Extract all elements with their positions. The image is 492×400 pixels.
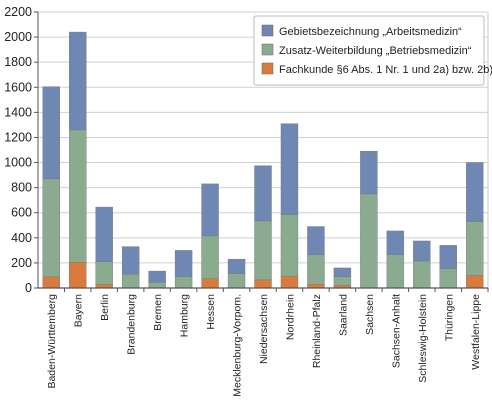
bar-segment	[386, 254, 405, 289]
bar-segment	[307, 226, 325, 255]
bar-segment	[254, 220, 272, 281]
legend-box	[253, 15, 485, 86]
bar-segment	[42, 276, 60, 289]
bar-segment	[466, 162, 484, 222]
bar-segment	[42, 86, 60, 180]
x-tick-label: Westfalen-Lippe	[470, 294, 482, 370]
y-tick-label: 1600	[4, 80, 32, 94]
bar-segment	[280, 214, 299, 277]
x-tick-label: Saarland	[337, 294, 349, 336]
y-tick-label: 1200	[4, 130, 32, 144]
y-tick-label: 2000	[4, 30, 32, 44]
bar-segment	[333, 267, 352, 277]
y-tick-label: 0	[25, 281, 32, 295]
bar-segment	[413, 240, 431, 262]
x-tick-label: Hamburg	[179, 294, 191, 337]
bar-segment	[333, 276, 352, 286]
bar-segment	[95, 206, 113, 262]
y-tick-label: 1000	[4, 156, 32, 170]
bar-segment	[307, 254, 325, 285]
bar-segment	[95, 261, 113, 285]
x-tick-label: Sachsen	[364, 294, 376, 335]
bar-segment	[439, 268, 457, 289]
bar-segment	[280, 275, 299, 289]
bar-segment	[280, 123, 299, 215]
bar-segment	[148, 282, 166, 289]
x-tick-label: Schleswig-Holstein	[417, 294, 429, 383]
bar-segment	[174, 250, 193, 277]
bar-segment	[121, 274, 140, 289]
bar-segment	[69, 31, 87, 131]
x-tick-label: Sachsen-Anhalt	[390, 294, 402, 368]
y-tick-label: 1400	[4, 105, 32, 119]
bar-segment	[439, 245, 457, 269]
bar-segment	[201, 183, 219, 237]
legend-swatch	[261, 24, 274, 37]
legend-label: Fachkunde §6 Abs. 1 Nr. 1 und 2a) bzw. 2…	[279, 64, 492, 76]
legend-label: Gebietsbezeichnung „Arbeitsmedizin“	[279, 26, 462, 38]
y-tick-label: 200	[11, 256, 32, 270]
bar-segment	[69, 129, 87, 263]
y-tick-label: 2200	[4, 5, 32, 19]
bar-segment	[360, 193, 378, 289]
y-tick-label: 1800	[4, 55, 32, 69]
bar-segment	[69, 262, 87, 289]
y-tick-label: 400	[11, 231, 32, 245]
bar-segment	[254, 165, 272, 222]
x-axis: Baden-Württemberg Bayern Berlin Brandenburg…	[38, 287, 489, 397]
bar-segment	[466, 221, 484, 276]
bar-segment	[254, 279, 272, 289]
x-tick-label: Nordrhein	[284, 294, 296, 340]
x-tick-label: Baden-Württemberg	[46, 294, 58, 389]
legend-swatch	[261, 43, 274, 56]
bar-segment	[413, 260, 431, 289]
bar-segment	[148, 270, 166, 283]
legend-swatch	[261, 62, 274, 75]
bar-segment	[174, 276, 193, 289]
x-tick-label: Thüringen	[443, 294, 455, 341]
y-axis: 0 200 400 600 800 1000 1200 1400 1600 1800 2000 220…	[4, 5, 39, 295]
bar-segment	[201, 278, 219, 289]
x-tick-label: Mecklenburg-Vorpom.	[232, 294, 244, 397]
bar-segment	[121, 246, 140, 275]
y-tick-label: 800	[11, 181, 32, 195]
bar-segment	[227, 258, 246, 274]
x-tick-label: Rheinland-Pfalz	[311, 294, 323, 368]
bars	[42, 31, 484, 289]
x-tick-label: Niedersachsen	[258, 294, 270, 364]
x-tick-label: Hessen	[205, 294, 217, 330]
bar-segment	[466, 275, 484, 289]
x-tick-label: Bayern	[73, 294, 85, 327]
bar-segment	[360, 151, 378, 195]
legend-label: Zusatz-Weiterbildung „Betriebsmedizin“	[279, 45, 472, 57]
bar-segment	[227, 273, 246, 289]
legend: Gebietsbezeichnung „Arbeitsmedizin“ Zusat…	[253, 15, 492, 86]
bar-segment	[386, 230, 405, 255]
x-tick-label: Brandenburg	[126, 294, 138, 355]
bar-segment	[201, 235, 219, 279]
x-tick-label: Berlin	[99, 294, 111, 321]
y-tick-label: 600	[11, 206, 32, 220]
bar-segment	[42, 178, 60, 277]
x-tick-label: Bremen	[152, 294, 164, 331]
